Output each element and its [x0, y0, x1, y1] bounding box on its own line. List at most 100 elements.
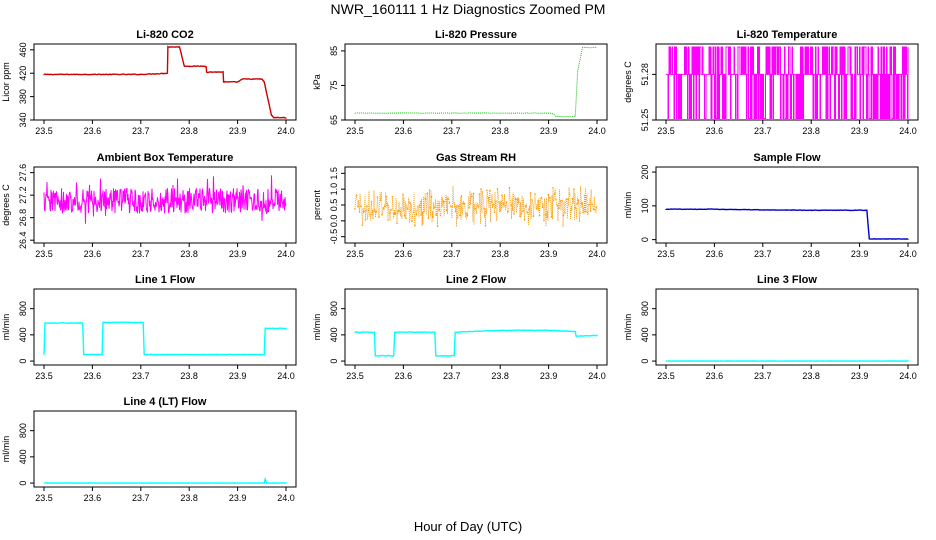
series-point: [358, 211, 361, 213]
x-tick-label: 23.9: [229, 371, 247, 381]
series-point: [411, 220, 413, 222]
plot-area: [354, 46, 598, 118]
series-point: [475, 212, 478, 214]
x-tick-label: 23.8: [491, 126, 509, 136]
x-tick-label: 23.6: [706, 249, 724, 259]
series-point: [478, 193, 481, 195]
plot-frame: [33, 43, 297, 121]
series-point: [574, 207, 577, 209]
series-point: [369, 214, 371, 216]
series-point: [415, 213, 418, 216]
series-point: [468, 207, 470, 209]
x-tick-label: 23.6: [395, 249, 413, 259]
series-point: [366, 205, 368, 207]
y-tick-label: 400: [640, 327, 650, 342]
series-point: [586, 211, 589, 214]
series-point: [463, 202, 466, 205]
series-point: [526, 211, 529, 214]
panel-7: Line 2 Flow ml/min 23.5 23.6 23.7 23.8 23.9 24.…: [312, 274, 608, 381]
panel-title: Sample Flow: [753, 152, 821, 164]
y-tick-label: 0.0: [329, 215, 339, 228]
series-point: [481, 191, 484, 193]
y-tick-label: 420: [18, 66, 28, 81]
series-point: [400, 215, 403, 217]
y-axis-label: ml/min: [1, 436, 11, 463]
series-point: [367, 209, 370, 212]
x-tick-label: 23.7: [443, 126, 461, 136]
series-point: [585, 210, 587, 213]
series-point: [427, 217, 430, 219]
y-tick-label: 0: [640, 359, 650, 364]
y-tick-label: 400: [18, 449, 28, 464]
series-point: [397, 209, 400, 212]
y-tick-label: 75: [329, 80, 339, 90]
y-tick-label: 85: [329, 46, 339, 56]
y-tick-label: 1.0: [329, 183, 339, 196]
series-point: [501, 194, 503, 196]
series-line: [43, 45, 287, 119]
series-point: [516, 198, 518, 200]
series-point: [561, 199, 563, 202]
series-point: [376, 196, 379, 198]
series-point: [498, 201, 500, 203]
series-point: [423, 210, 425, 213]
y-tick-label: -0.5: [329, 229, 339, 245]
panel-title: Line 1 Flow: [135, 274, 195, 286]
y-axis-label: ml/min: [312, 314, 322, 341]
x-tick-label: 23.8: [491, 371, 509, 381]
plot-frame: [344, 288, 608, 366]
series-point: [555, 198, 557, 201]
series-point: [355, 194, 358, 196]
panel-5: Sample Flow ml/min 23.5 23.6 23.7 23.8 23.9 24.…: [623, 152, 919, 259]
panel-0: Li-820 CO2 Licor ppm 23.5 23.6 23.7 23.8 23.9 2…: [1, 29, 297, 136]
series-point: [480, 188, 482, 190]
series-point: [535, 207, 538, 210]
series-point: [424, 197, 427, 200]
y-tick-label: 400: [329, 327, 339, 342]
series-point: [391, 196, 394, 198]
series-line: [354, 46, 598, 118]
panel-6: Line 1 Flow ml/min 23.5 23.6 23.7 23.8 23.9 24.…: [1, 274, 297, 381]
y-tick-label: 800: [18, 301, 28, 316]
plot-frame: [344, 43, 608, 121]
series-point: [354, 208, 356, 210]
x-tick-label: 24.0: [899, 249, 917, 259]
series-point: [547, 193, 550, 196]
plot-area: [354, 329, 598, 357]
series-point: [465, 212, 467, 214]
x-tick-label: 24.0: [277, 249, 295, 259]
series-point: [457, 205, 460, 207]
series-point: [462, 202, 464, 205]
plot-area: [43, 321, 287, 356]
panel-2: Li-820 Temperature degrees C 23.5 23.6 23.7 2…: [623, 29, 919, 136]
y-axis-label: degrees C: [623, 61, 633, 103]
series-point: [385, 195, 388, 198]
series-point: [486, 189, 488, 192]
y-tick-label: 0: [18, 359, 28, 364]
x-tick-label: 23.8: [180, 126, 198, 136]
series-point: [576, 203, 578, 205]
series-point: [517, 201, 520, 204]
series-point: [553, 193, 556, 195]
plot-frame: [33, 166, 297, 244]
x-tick-label: 24.0: [899, 126, 917, 136]
panels-group: Li-820 CO2 Licor ppm 23.5 23.6 23.7 23.8 23.9 2…: [1, 29, 919, 503]
series-point: [384, 205, 386, 208]
series-point: [469, 203, 472, 205]
series-point: [523, 219, 526, 221]
series-point: [531, 199, 533, 201]
series-line: [354, 329, 598, 357]
x-tick-label: 23.5: [657, 126, 675, 136]
y-axis-label: percent: [312, 189, 322, 220]
series-point: [540, 197, 542, 200]
series-point: [564, 212, 566, 214]
x-tick-label: 23.5: [35, 126, 53, 136]
series-point: [445, 209, 448, 212]
series-point: [567, 198, 569, 200]
x-tick-label: 24.0: [588, 371, 606, 381]
series-point: [403, 214, 406, 217]
series-point: [370, 200, 373, 203]
x-tick-label: 23.5: [346, 126, 364, 136]
y-axis-label: degrees C: [1, 184, 11, 226]
